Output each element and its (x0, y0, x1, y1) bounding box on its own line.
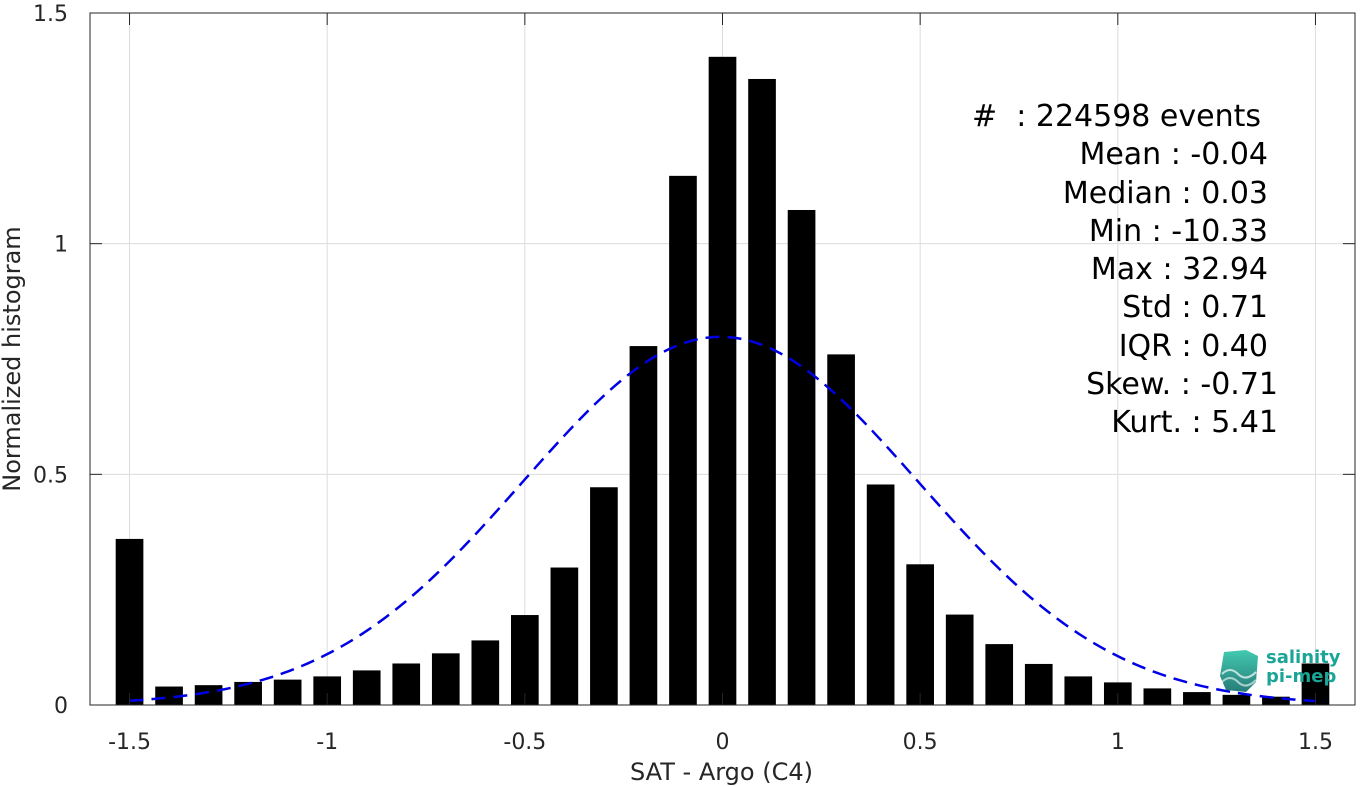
histogram-bar (945, 614, 974, 705)
histogram-bar (234, 681, 262, 705)
y-axis-label: Normalized histogram (0, 226, 26, 491)
histogram-bar (352, 670, 381, 705)
histogram-bar (1143, 688, 1172, 705)
x-tick-labels: -1.5 -1 -0.5 0 0.5 1 1.5 (108, 730, 1333, 755)
histogram-bar (906, 564, 934, 705)
stat-min: Min : -10.33 (1088, 213, 1268, 249)
histogram-bar (985, 644, 1014, 705)
histogram-bar (1024, 663, 1053, 705)
histogram-bar (155, 686, 183, 705)
statistics-box: # : 224598 events Mean : -0.04 Median : … (940, 98, 1280, 443)
x-tick-label: 0.5 (903, 730, 938, 755)
histogram-bars (115, 56, 1330, 706)
salinity-pimep-logo-icon (1220, 650, 1258, 692)
y-tick-label: 1 (54, 233, 68, 258)
histogram-bar (787, 209, 816, 706)
x-tick-label: -0.5 (503, 730, 546, 755)
logo-line-1: salinity (1266, 647, 1341, 668)
histogram-bar (431, 653, 460, 705)
stat-mean: Mean : -0.04 (1079, 137, 1268, 173)
y-tick-labels: 0 0.5 1 1.5 (33, 2, 68, 719)
stat-iqr: IQR : 0.40 (1118, 328, 1268, 364)
x-axis-label: SAT - Argo (C4) (630, 758, 813, 786)
histogram-bar (511, 615, 539, 705)
stat-median: Median : 0.03 (1062, 175, 1268, 211)
histogram-bar (629, 346, 658, 705)
stat-skew: Skew. : -0.71 (1086, 367, 1278, 403)
histogram-bar (1262, 696, 1290, 705)
histogram-bar (748, 78, 776, 706)
histogram-bar (550, 567, 579, 705)
histogram-bar (590, 487, 618, 705)
stat-events: # : 224598 events (972, 99, 1261, 134)
histogram-bar (1222, 694, 1251, 705)
stat-max: Max : 32.94 (1090, 252, 1268, 288)
histogram-bar (866, 484, 895, 705)
y-tick-label: 1.5 (33, 2, 68, 27)
y-tick-label: 0.5 (33, 463, 68, 488)
histogram-bar (471, 640, 500, 705)
x-tick-label: -1.5 (108, 730, 151, 755)
histogram-bar (669, 175, 697, 706)
histogram-bar (708, 56, 737, 706)
histogram-bar (1064, 676, 1093, 705)
stat-std: Std : 0.71 (1122, 290, 1268, 326)
salinity-pimep-logo: salinity pi-mep (1216, 646, 1356, 696)
histogram-bar (115, 538, 144, 705)
logo-line-2: pi-mep (1266, 666, 1337, 687)
histogram-bar (273, 679, 302, 705)
histogram-bar (392, 663, 421, 705)
x-tick-label: -1 (316, 730, 338, 755)
x-tick-label: 1.5 (1298, 730, 1333, 755)
x-tick-label: 1 (1111, 730, 1125, 755)
stat-kurt: Kurt. : 5.41 (1111, 405, 1278, 441)
histogram-bar (194, 685, 223, 705)
histogram-bar (1183, 692, 1211, 705)
histogram-bar (827, 354, 855, 705)
y-tick-label: 0 (54, 694, 68, 719)
x-tick-label: 0 (716, 730, 730, 755)
axis-ticks (90, 12, 1355, 706)
gaussian-fit-curve (129, 335, 1316, 703)
